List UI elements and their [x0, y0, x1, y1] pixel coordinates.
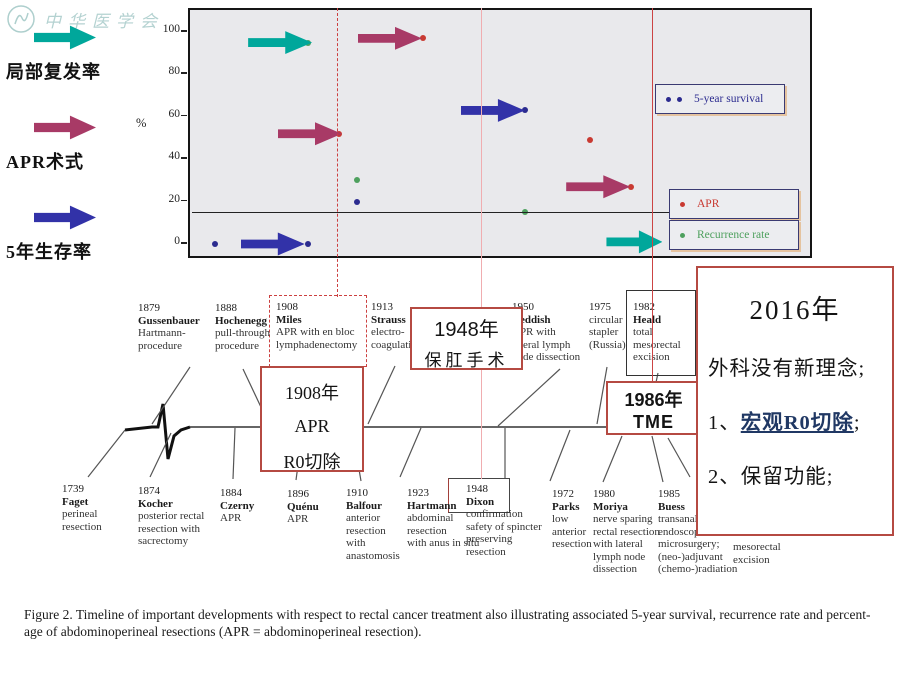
timeline-entry-bottom-1874: 1874 Kocher posterior rectal resection with…	[138, 485, 205, 547]
legend-label-survival: 5-year survival	[694, 93, 764, 105]
arrow-icon-0	[34, 25, 96, 50]
timeline-entry-bottom-1985: 1985 Buess transanal endoscopic microsurgery…	[658, 488, 738, 575]
data-point-recurrence-rate-1	[354, 177, 361, 184]
timeline-entry-top-1908: 1908 Miles APR with en bloc lymphadenectomy	[276, 301, 358, 351]
y-tick-label-20: 20	[168, 192, 181, 205]
timeline-entry-bottom-1896: 1896 Quénu APR	[287, 488, 319, 525]
chart-plot-area: 5-year survival APR Recurrence rate	[188, 8, 812, 258]
figure-caption: Figure 2. Timeline of important developm…	[24, 606, 882, 640]
left-legend-label-1: APR术式	[6, 152, 84, 172]
callout-1948-line2: 保肛手术	[424, 351, 509, 370]
chart-arrow-5	[240, 232, 305, 256]
callout-2016-title: 2016年	[749, 295, 841, 325]
callout-2016-item1: 1、宏观R0切除;	[708, 405, 892, 435]
chart-arrow-0	[248, 31, 313, 55]
callout-2016-item2: 2、保留功能;	[708, 466, 834, 488]
timeline-entry-bottom-1884: 1884 Czerny APR	[220, 487, 255, 524]
arrow-icon-1	[34, 115, 96, 140]
y-tick-mark-100	[181, 30, 187, 32]
callout-1908-line3: R0切除	[283, 452, 341, 472]
timeline-entry-bottom-1948: 1948 Dixon confirmation safety of spincter p…	[466, 483, 542, 558]
timeline-entry-bottom-10: mesorectal excision	[733, 541, 781, 566]
timeline-entry-top-1982: 1982 Heald total mesorectal excision	[633, 301, 681, 363]
arrow-icon-2	[34, 205, 96, 230]
left-legend-label-0: 局部复发率	[6, 62, 101, 82]
timeline-entry-bottom-1972: 1972 Parks low anterior resection	[552, 488, 592, 550]
callout-2016-item1-emphasis: 宏观R0切除	[740, 412, 854, 434]
timeline-entry-bottom-1739: 1739 Faget perineal resection	[62, 483, 102, 533]
org-logo: 中华医学会	[6, 4, 164, 34]
vertical-marker-1	[481, 8, 482, 479]
y-tick-label-0: 0	[174, 235, 180, 247]
left-legend-row-0: 局部复发率	[6, 24, 176, 106]
timeline-entry-bottom-1980: 1980 Moriya nerve sparing rectal resection w…	[593, 488, 660, 575]
figure-caption-line2: age of abdominoperineal resections (APR …	[24, 624, 422, 639]
callout-2016-summary: 2016年 外科没有新理念; 1、宏观R0切除; 2、保留功能;	[696, 266, 894, 536]
y-tick-mark-60	[181, 114, 187, 117]
callout-1908-line1: 1908年	[285, 383, 339, 403]
y-tick-mark-20	[181, 199, 187, 202]
legend-dot-survival-2	[677, 96, 682, 102]
legend-label-recurrence: Recurrence rate	[697, 229, 770, 241]
legend-label-apr: APR	[697, 198, 720, 210]
legend-dot-recurrence	[680, 232, 685, 238]
logo-seal-icon	[7, 5, 35, 33]
y-tick-label-80: 80	[168, 65, 181, 78]
legend-dot-apr	[680, 201, 685, 207]
y-tick-label-40: 40	[168, 150, 181, 163]
left-legend-row-2: 5年生存率	[6, 204, 176, 286]
figure-caption-line1: Figure 2. Timeline of important developm…	[24, 607, 871, 622]
data-point-apr-2	[586, 137, 593, 144]
timeline-entry-bottom-1910: 1910 Balfour anterior resection with anastomo…	[346, 487, 400, 562]
timeline-entry-top-1879: 1879 Gussenbauer Hartmann-procedure	[138, 302, 200, 352]
vertical-marker-0	[337, 8, 338, 297]
legend-5-year-survival: 5-year survival	[655, 84, 785, 114]
callout-1986-line1: 1986年	[624, 390, 683, 410]
logo-text: 中华医学会	[44, 11, 164, 32]
callout-1986-tme: 1986年 TME	[606, 381, 701, 435]
heald-1982-box	[626, 290, 696, 376]
chart-arrow-2	[277, 122, 342, 146]
y-tick-mark-0	[181, 242, 187, 244]
data-point-5-year-survival-0	[211, 241, 218, 247]
callout-1948-sphincter-surgery: 1948年 保肛手术	[410, 307, 523, 370]
y-axis-unit-label: %	[136, 116, 147, 130]
callout-2016-item1-prefix: 1、	[708, 412, 741, 434]
legend-dot-survival	[666, 96, 671, 102]
left-legend-row-1: APR术式	[6, 114, 176, 196]
callout-2016-item1-suffix: ;	[853, 412, 861, 434]
callout-1986-line2: TME	[633, 412, 674, 432]
chart-arrow-4	[566, 175, 631, 199]
timeline-entry-bottom-1923: 1923 Hartmann abdominal resection with anus …	[407, 487, 480, 549]
y-tick-mark-40	[181, 157, 187, 159]
data-point-apr-3	[628, 183, 635, 190]
chart-arrow-3	[460, 98, 525, 122]
callout-1908-line2: APR	[294, 416, 330, 436]
callout-2016-line1: 外科没有新理念;	[708, 358, 866, 380]
vertical-marker-2	[652, 8, 653, 383]
y-tick-mark-80	[181, 72, 187, 74]
data-point-5-year-survival-3	[521, 107, 528, 114]
timeline-entry-top-1913: 1913 Strauss electro-coagulation	[371, 301, 423, 351]
data-point-5-year-survival-2	[354, 198, 361, 205]
callout-1948-line1: 1948年	[434, 319, 499, 341]
reference-line-15pct	[192, 212, 669, 214]
data-point-5-year-survival-1	[304, 241, 311, 247]
timeline-entry-top-1888: 1888 Hochenegg pull-through procedure	[215, 302, 270, 352]
callout-1908-apr-r0: 1908年 APR R0切除	[260, 366, 364, 472]
chart-arrow-1	[357, 26, 422, 50]
chart-arrow-6	[606, 230, 663, 254]
y-tick-label-100: 100	[162, 23, 180, 35]
legend-recurrence-rate: Recurrence rate	[669, 220, 799, 250]
left-legend-label-2: 5年生存率	[6, 242, 92, 262]
timeline-entry-top-1975: 1975 circular stapler (Russia)	[589, 301, 626, 351]
legend-apr: APR	[669, 189, 799, 219]
dixon-1948-box	[448, 478, 510, 513]
data-point-apr-1	[419, 35, 426, 42]
y-tick-label-60: 60	[168, 107, 181, 120]
